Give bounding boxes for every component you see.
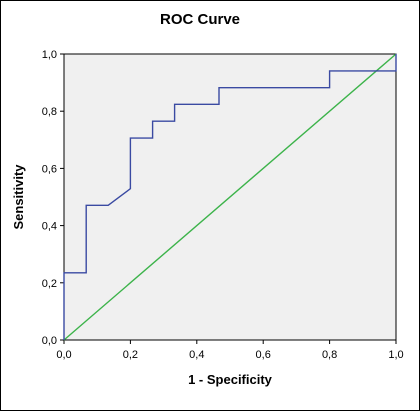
x-axis-label: 1 - Specificity (188, 372, 273, 387)
y-tick-label: 0,2 (42, 278, 57, 290)
y-tick-label: 0,0 (42, 335, 57, 347)
x-tick-label: 0,0 (56, 349, 71, 361)
x-tick-label: 1,0 (388, 349, 403, 361)
roc-curve-line (63, 54, 397, 340)
y-tick-label: 1,0 (42, 49, 57, 61)
reference-diagonal-line (63, 53, 397, 341)
chart-title: ROC Curve (160, 11, 240, 28)
x-tick-label: 0,6 (256, 349, 271, 361)
y-tick-label: 0,4 (42, 221, 57, 233)
x-tick-label: 0,4 (189, 349, 204, 361)
x-tick-label: 0,8 (322, 349, 337, 361)
x-tick-label: 0,2 (123, 349, 138, 361)
y-tick-label: 0,8 (42, 106, 57, 118)
y-axis-label: Sensitivity (11, 164, 26, 230)
y-tick-label: 0,6 (42, 163, 57, 175)
